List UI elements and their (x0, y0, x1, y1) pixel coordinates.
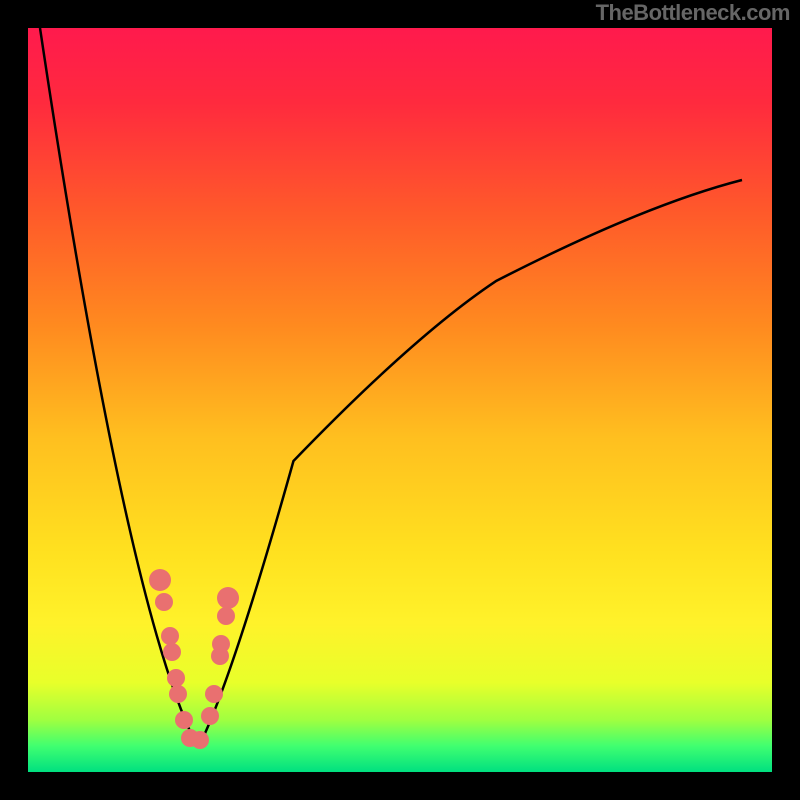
curve-marker (205, 685, 223, 703)
curve-marker (191, 731, 209, 749)
curve-marker (167, 669, 185, 687)
curve-marker (217, 587, 239, 609)
plot-area (28, 28, 772, 772)
curve-marker (155, 593, 173, 611)
curve-marker (161, 627, 179, 645)
curve-marker (211, 647, 229, 665)
curve-marker (149, 569, 171, 591)
curve-marker (175, 711, 193, 729)
chart-root: TheBottleneck.com (0, 0, 800, 800)
chart-svg (28, 28, 772, 772)
watermark-text: TheBottleneck.com (596, 0, 790, 26)
gradient-background (28, 28, 772, 772)
curve-marker (169, 685, 187, 703)
curve-marker (217, 607, 235, 625)
curve-marker (201, 707, 219, 725)
curve-marker (163, 643, 181, 661)
